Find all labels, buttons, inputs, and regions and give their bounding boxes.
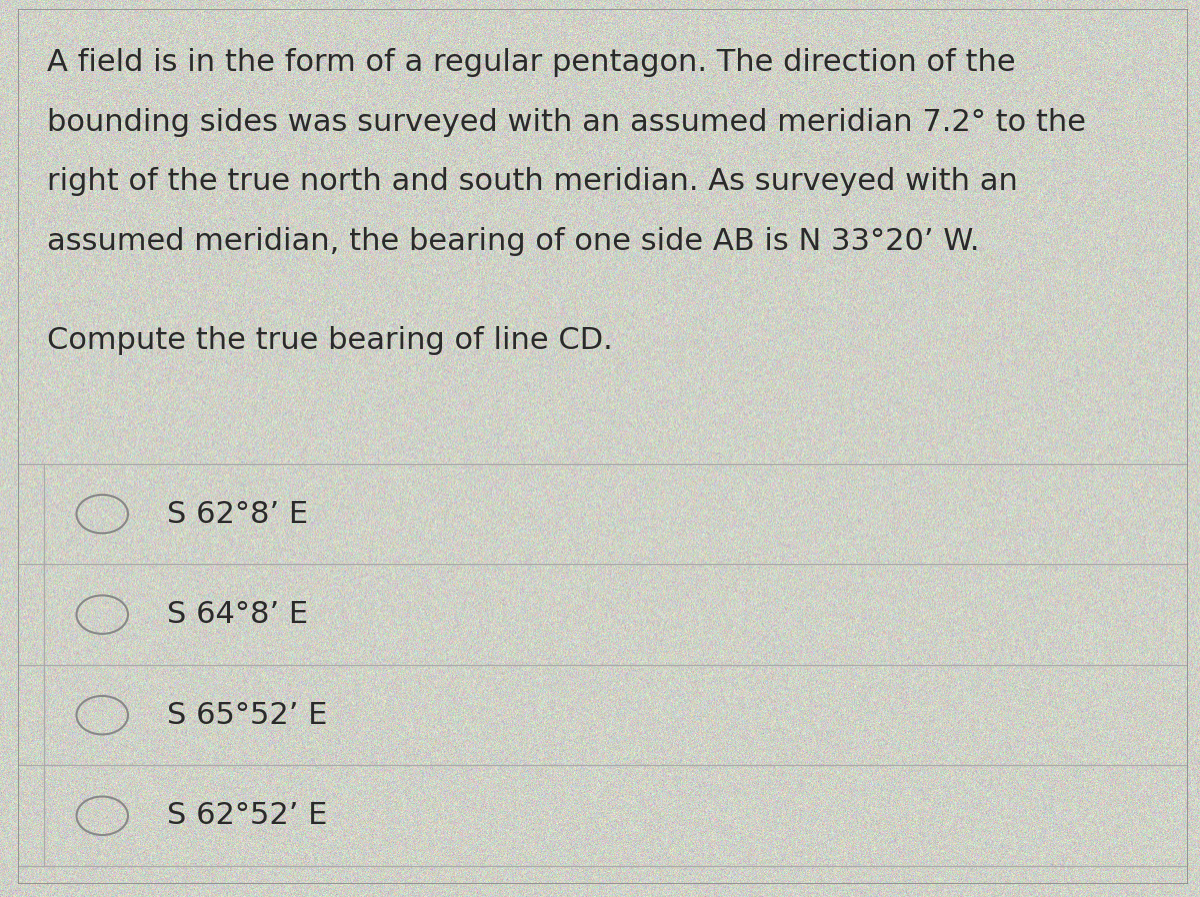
Text: A field is in the form of a regular pentagon. The direction of the: A field is in the form of a regular pent… [47,48,1016,77]
Text: assumed meridian, the bearing of one side AB is N 33°20’ W.: assumed meridian, the bearing of one sid… [47,227,979,256]
Text: S 62°8’ E: S 62°8’ E [167,500,307,528]
Text: S 65°52’ E: S 65°52’ E [167,701,326,729]
Text: S 62°52’ E: S 62°52’ E [167,801,326,831]
Text: right of the true north and south meridian. As surveyed with an: right of the true north and south meridi… [47,167,1018,196]
Text: bounding sides was surveyed with an assumed meridian 7.2° to the: bounding sides was surveyed with an assu… [47,108,1086,137]
Text: S 64°8’ E: S 64°8’ E [167,600,307,629]
Text: Compute the true bearing of line CD.: Compute the true bearing of line CD. [47,326,613,354]
